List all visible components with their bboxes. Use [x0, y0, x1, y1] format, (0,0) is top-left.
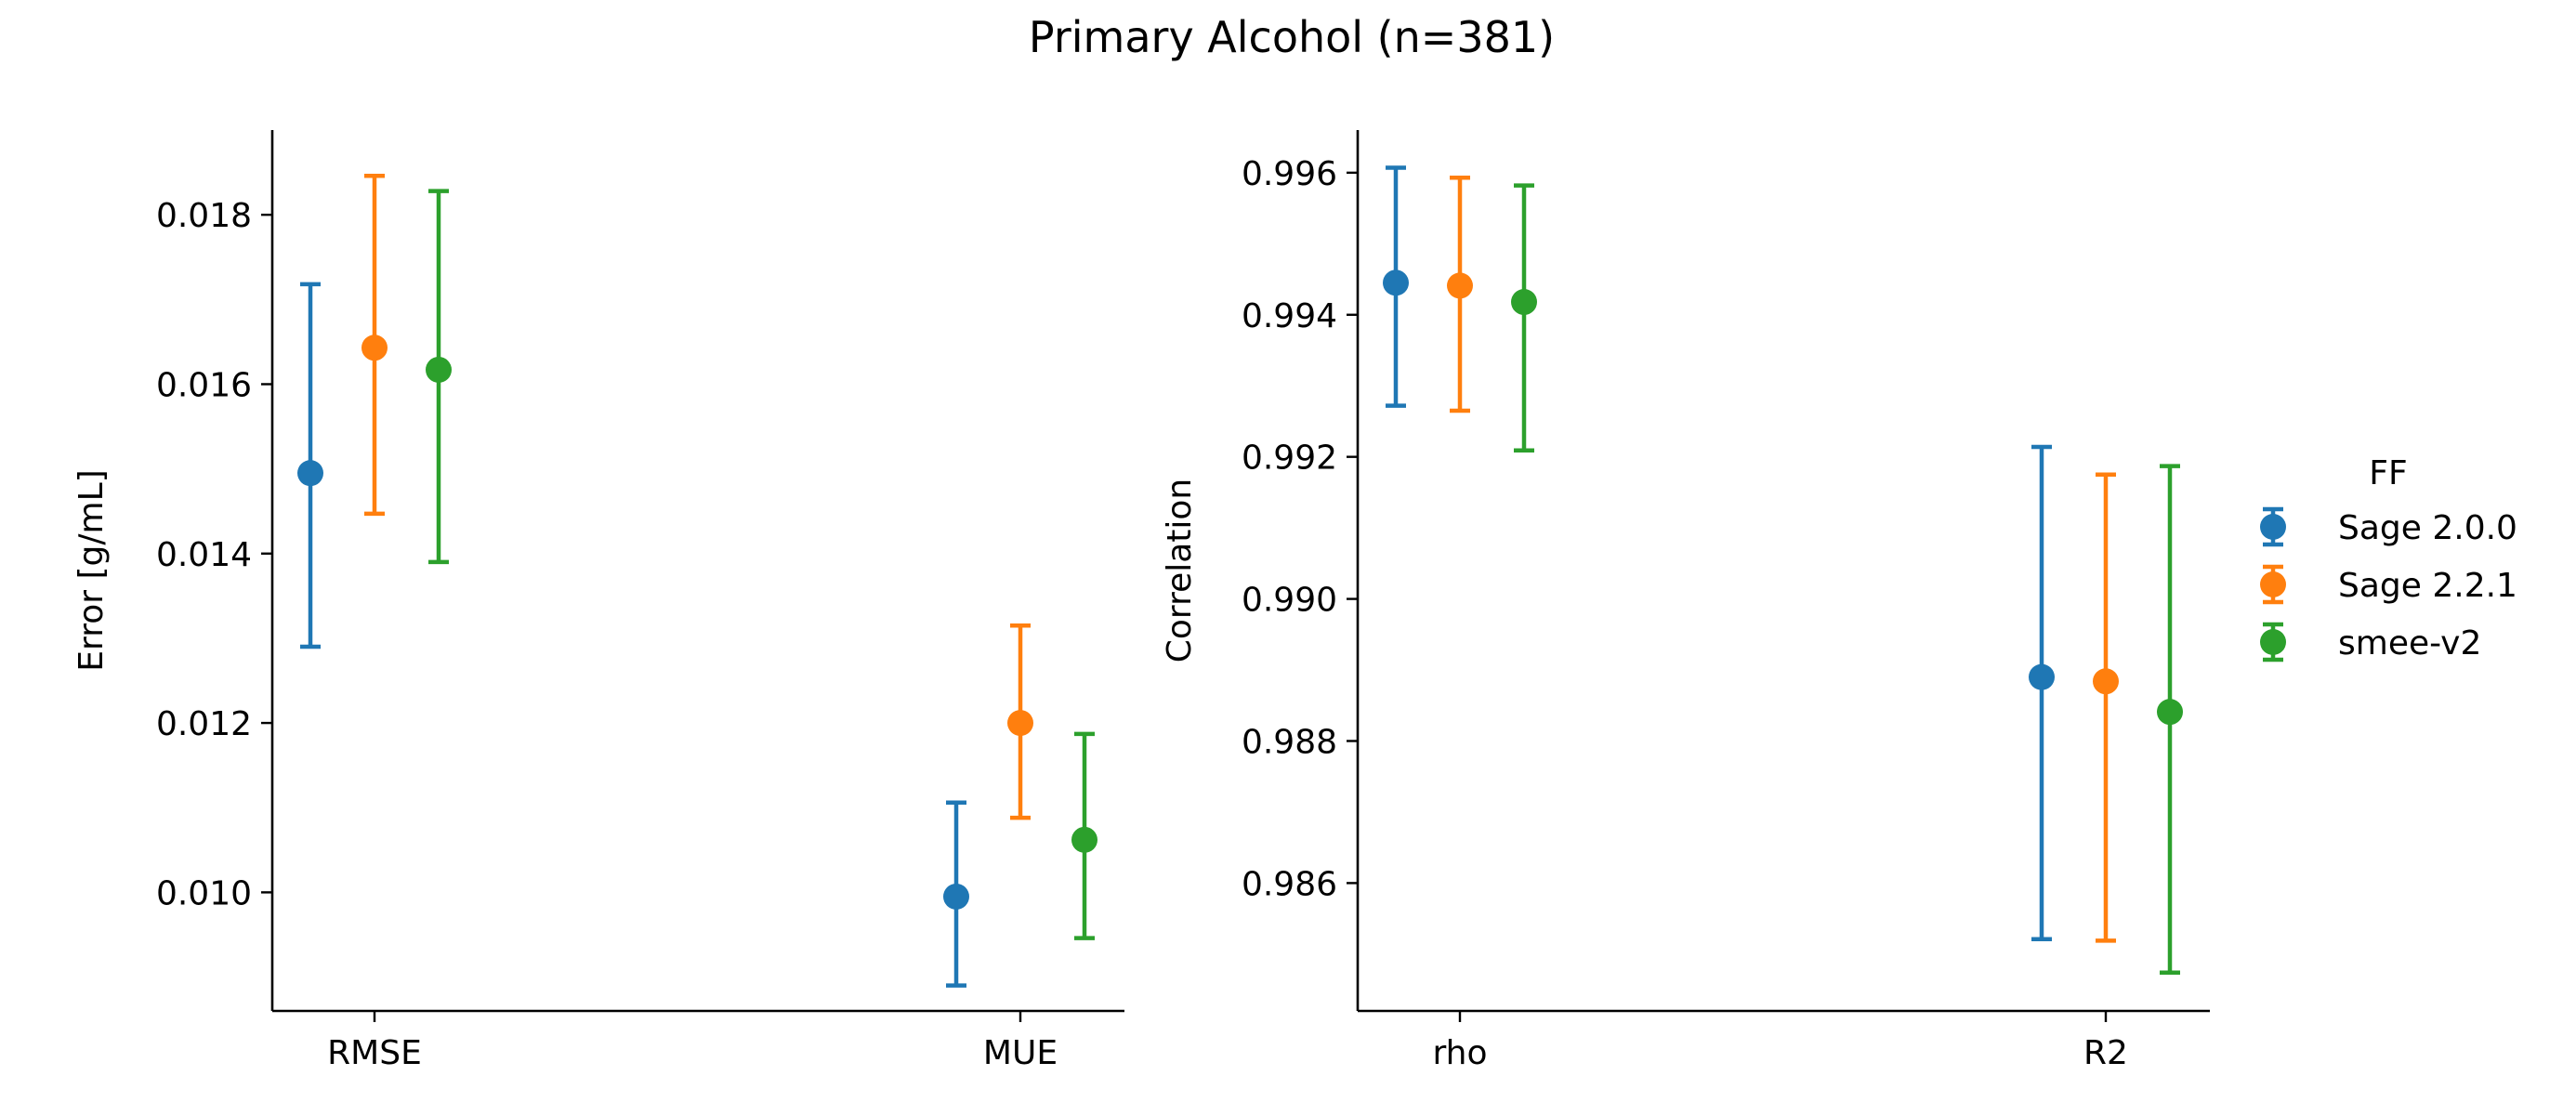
chart-panel-1: 0.010 0.012 0.014 0.016 0.018 Error [g/mL] RMS…: [72, 130, 1124, 1072]
legend-label: Sage 2.2.1: [2338, 567, 2517, 605]
y-tick-label: 0.992: [1242, 439, 1337, 478]
data-point: [426, 356, 452, 383]
y-tick-label: 0.012: [156, 705, 252, 743]
y-tick-label: 0.018: [156, 197, 252, 235]
y-tick-label: 0.988: [1242, 723, 1337, 761]
data-point: [2093, 668, 2119, 695]
legend-marker: [2260, 514, 2286, 540]
y-tick-label: 0.990: [1242, 582, 1337, 620]
x-tick-label: RMSE: [327, 1034, 422, 1072]
data-point: [1511, 289, 1537, 316]
legend-title: FF: [2369, 454, 2407, 492]
y-tick-label: 0.010: [156, 874, 252, 912]
legend-entry: Sage 2.2.1: [2260, 564, 2517, 605]
legend-marker: [2260, 629, 2286, 655]
legend-label: Sage 2.0.0: [2338, 509, 2517, 547]
data-point: [1447, 272, 1473, 299]
legend: FF Sage 2.0.0 Sage 2.2.1 smee-v2: [2260, 454, 2517, 662]
y-tick-label: 0.996: [1242, 155, 1337, 193]
data-point: [943, 883, 969, 910]
x-tick-label: R2: [2083, 1034, 2128, 1072]
x-tick-label: rho: [1432, 1034, 1487, 1072]
y-axis-label: Error [g/mL]: [72, 469, 111, 671]
data-point: [361, 334, 388, 361]
y-tick-label: 0.994: [1242, 297, 1337, 335]
data-point: [2029, 663, 2055, 690]
legend-entry: smee-v2: [2260, 622, 2481, 662]
legend-label: smee-v2: [2338, 624, 2481, 662]
data-point: [1383, 269, 1409, 296]
chart-panels: 0.010 0.012 0.014 0.016 0.018 Error [g/mL] RMS…: [72, 130, 2210, 1072]
y-tick-label: 0.014: [156, 536, 252, 574]
y-tick-label: 0.986: [1242, 865, 1337, 903]
chart-title: Primary Alcohol (n=381): [1029, 12, 1555, 62]
y-tick-label: 0.016: [156, 366, 252, 404]
y-axis-label: Correlation: [1161, 479, 1199, 663]
legend-entry: Sage 2.0.0: [2260, 506, 2517, 547]
x-tick-label: MUE: [983, 1034, 1058, 1072]
data-point: [297, 460, 323, 487]
data-point: [2157, 699, 2183, 726]
legend-marker: [2260, 571, 2286, 597]
data-point: [1007, 710, 1033, 737]
data-point: [1071, 826, 1097, 853]
chart-panel-2: 0.986 0.988 0.990 0.992 0.994 0.996 Correlatio…: [1161, 130, 2210, 1072]
